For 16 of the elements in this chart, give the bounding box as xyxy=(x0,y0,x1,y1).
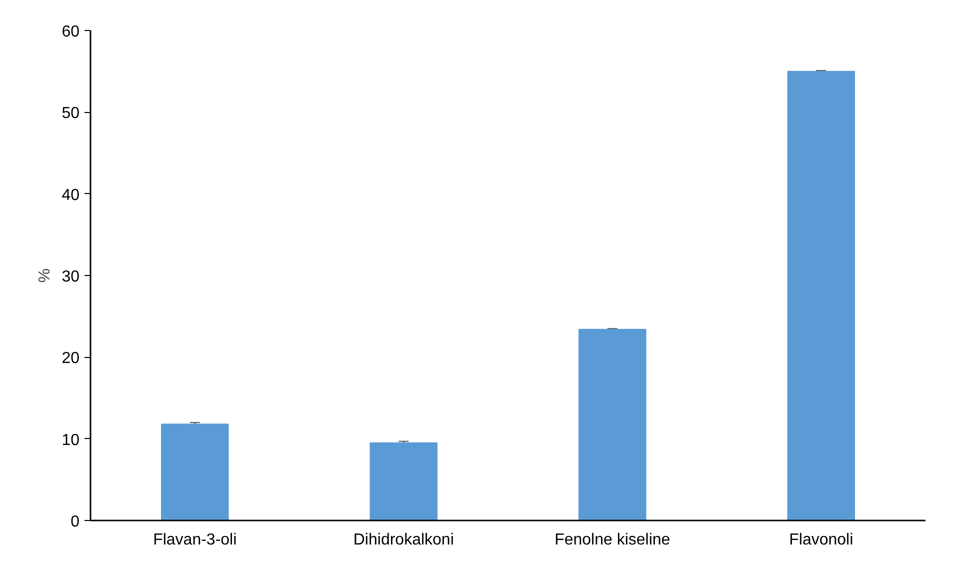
x-tick-label: Flavonoli xyxy=(789,532,854,548)
x-tick-label: Flavan-3-oli xyxy=(153,532,237,548)
bar xyxy=(578,328,646,520)
y-axis-title: % xyxy=(36,268,54,283)
y-tick-label: 60 xyxy=(62,24,80,40)
x-tick-label: Dihidrokalkoni xyxy=(353,532,454,548)
bar xyxy=(160,424,229,520)
y-tick-label: 30 xyxy=(62,268,80,286)
y-tick-label: 0 xyxy=(70,514,80,530)
bar xyxy=(787,70,856,520)
y-tick-label: 20 xyxy=(62,350,80,368)
x-tick-label: Fenolne kiseline xyxy=(554,532,670,548)
bar xyxy=(370,442,438,520)
y-tick-label: 10 xyxy=(62,432,80,449)
y-tick-label: 40 xyxy=(62,186,80,204)
y-tick-label: 50 xyxy=(62,105,80,122)
